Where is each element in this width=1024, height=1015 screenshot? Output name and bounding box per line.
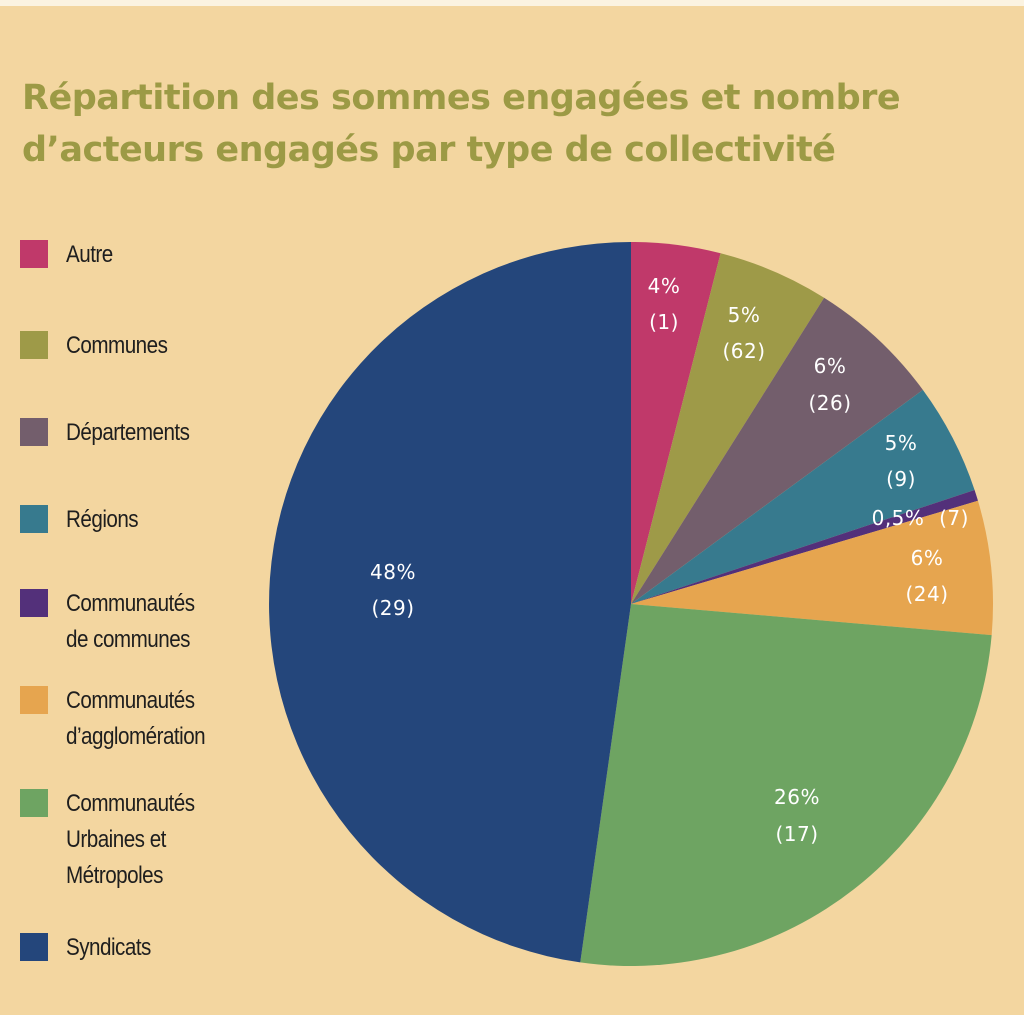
slice-count-label: (29) [371, 596, 414, 620]
legend-swatch [20, 331, 48, 359]
legend-label: Syndicats [66, 930, 238, 966]
legend-label: Régions [66, 502, 238, 538]
slice-count-label: (17) [775, 822, 818, 846]
slice-count-label: (1) [649, 310, 679, 334]
legend-label: Autre [66, 237, 238, 273]
legend-label: Communautés de communes [66, 586, 238, 658]
legend-label-line: Communautés [66, 590, 195, 617]
pie-slice-communautes-de-communes [631, 489, 978, 604]
slice-percent-label: 48% [370, 560, 416, 584]
slice-percent-label: 0,5% [872, 506, 925, 530]
chart-title-line-1: Répartition des sommes engagées et nombr… [22, 78, 901, 118]
pie-slice-departements [631, 297, 923, 604]
chart-title-line-2: d’acteurs engagés par type de collectivi… [22, 130, 836, 170]
legend-label-line: Communes [66, 332, 168, 359]
top-band [0, 0, 1024, 6]
legend-label: Communes [66, 328, 238, 364]
legend-label-line: Métropoles [66, 862, 163, 889]
slice-count-label: (62) [722, 339, 765, 363]
legend-label: Communautés Urbaines et Métropoles [66, 786, 238, 894]
pie-slice-communautes-d-agglomeration [631, 500, 993, 636]
legend-label: Départements [66, 415, 238, 451]
slice-percent-label: 6% [911, 546, 944, 570]
slice-percent-label: 5% [885, 431, 918, 455]
legend-swatch [20, 240, 48, 268]
pie-slice-autre [631, 242, 721, 604]
slice-count-label: (26) [808, 391, 851, 415]
legend-label-line: d’agglomération [66, 723, 206, 750]
legend-label: Communautés d’agglomération [66, 683, 238, 755]
legend-swatch [20, 686, 48, 714]
pie-labels: 4% (1) 5% (62) 6% (26) 5% (9) 0,5% (7) 6% (24) 26% (1… [370, 274, 969, 846]
pie-slice-regions [631, 389, 975, 604]
legend-label-line: Régions [66, 506, 139, 533]
slice-percent-label: 26% [774, 785, 820, 809]
slice-percent-label: 6% [814, 354, 847, 378]
pie-slice-communautes-urbaines-et-metropoles [580, 604, 992, 966]
legend-label-line: de communes [66, 626, 190, 653]
legend-label-line: Autre [66, 241, 113, 268]
slice-count-label: (24) [905, 582, 948, 606]
legend-swatch [20, 589, 48, 617]
slice-count-label: (9) [886, 467, 916, 491]
legend-swatch [20, 933, 48, 961]
legend-label-line: Communautés [66, 687, 195, 714]
legend-swatch [20, 418, 48, 446]
legend-swatch [20, 505, 48, 533]
pie-slice-syndicats [269, 242, 631, 963]
legend-label-line: Urbaines et [66, 826, 166, 853]
pie-slices [269, 242, 993, 966]
slice-percent-label: 5% [728, 303, 761, 327]
legend-swatch [20, 789, 48, 817]
slice-count-label: (7) [939, 506, 969, 530]
legend-label-line: Communautés [66, 790, 195, 817]
pie-slice-communes [631, 253, 825, 604]
legend-label-line: Syndicats [66, 934, 151, 961]
slice-percent-label: 4% [648, 274, 681, 298]
legend-label-line: Départements [66, 419, 190, 446]
chart-title: Répartition des sommes engagées et nombr… [22, 72, 982, 176]
legend: Autre Communes Départements Régions Communau… [0, 0, 260, 1015]
